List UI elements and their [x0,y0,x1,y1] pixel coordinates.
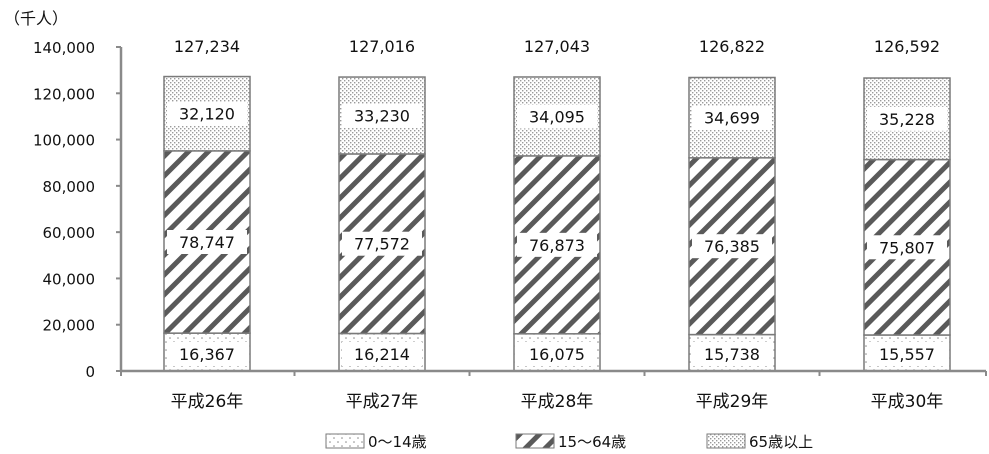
legend-label: 0～14歳 [368,433,427,451]
segment-label: 15,557 [867,342,947,366]
segment-value-label: 15,557 [879,345,935,364]
segment-label-box [517,232,597,257]
segment-value-label: 33,230 [354,107,410,126]
category-label: 平成30年 [871,392,944,412]
segment-label-box [867,342,947,366]
segment-label: 77,572 [342,231,422,256]
y-tick-label: 120,000 [33,85,95,103]
segment-label-box [167,230,247,255]
segment-label: 34,699 [692,105,772,130]
category-label: 平成27年 [346,392,419,412]
segment-label: 32,120 [167,101,247,126]
y-tick-label: 80,000 [43,178,96,196]
segment-label-box [167,101,247,126]
y-axis-unit-label: （千人） [4,9,68,28]
segment-value-label: 77,572 [354,235,410,254]
category-label: 平成29年 [696,392,769,412]
total-label: 127,016 [349,37,415,56]
segment-label: 75,807 [867,235,947,260]
segment-label: 16,075 [517,342,597,366]
segment-value-label: 16,075 [529,345,585,364]
segment-value-label: 15,738 [704,345,760,364]
y-tick-label: 100,000 [33,132,95,150]
y-tick-label: 140,000 [33,39,95,57]
segment-label: 76,873 [517,232,597,257]
segment-label: 33,230 [342,103,422,128]
total-label: 127,234 [174,37,240,56]
segment-label-box [342,342,422,366]
segment-label-box [867,235,947,260]
segment-label: 15,738 [692,342,772,366]
segment-value-labels: 16,367 78,747 32,120 16,214 77,572 33,230 16,0… [167,101,947,366]
segment-value-label: 76,385 [704,237,760,256]
total-labels: 127,234 127,016 127,043 126,822 126,592 [174,37,940,56]
legend-label: 65歳以上 [749,433,813,451]
segment-label-box [342,231,422,256]
segment-value-label: 75,807 [879,238,935,257]
segment-value-label: 35,228 [879,110,935,129]
segment-label: 78,747 [167,230,247,255]
legend-item: 65歳以上 [706,433,813,451]
segment-label-box [517,342,597,366]
segment-value-label: 32,120 [179,105,235,124]
y-tick-label: 20,000 [43,317,96,335]
y-tick-label: 40,000 [43,270,96,288]
y-axis-tick-labels: 0 20,000 40,000 60,000 80,000 100,000 120,000 1… [33,39,95,381]
segment-value-label: 78,747 [179,233,235,252]
legend-swatch [515,433,555,449]
segment-value-label: 34,095 [529,107,585,126]
segment-value-label: 16,367 [179,345,235,364]
segment-label: 16,367 [167,342,247,366]
total-label: 126,822 [699,37,765,56]
segment-label: 16,214 [342,342,422,366]
segment-label-box [692,105,772,130]
segment-label-box [167,342,247,366]
segment-label-box [867,106,947,131]
x-axis-category-labels: 平成26年 平成27年 平成28年 平成29年 平成30年 [171,392,944,412]
segment-label-box [692,234,772,259]
total-label: 126,592 [874,37,940,56]
y-tick-label: 0 [85,363,95,381]
total-label: 127,043 [524,37,590,56]
legend-swatch [325,433,365,449]
legend-item: 15～64歳 [515,433,626,451]
legend-item: 0～14歳 [325,433,427,451]
segment-label: 76,385 [692,234,772,259]
segment-label-box [517,104,597,129]
segment-label-box [692,342,772,366]
segment-label-box [342,103,422,128]
segment-value-label: 16,214 [354,345,410,364]
segment-value-label: 34,699 [704,109,760,128]
category-label: 平成26年 [171,392,244,412]
legend-label: 15～64歳 [558,433,626,451]
segment-label: 35,228 [867,106,947,131]
axes [116,46,987,376]
legend: 0～14歳 15～64歳 65歳以上 [325,433,813,451]
segment-value-label: 76,873 [529,236,585,255]
legend-swatch [706,433,746,449]
category-label: 平成28年 [521,392,594,412]
y-tick-label: 60,000 [43,224,96,242]
segment-label: 34,095 [517,104,597,129]
